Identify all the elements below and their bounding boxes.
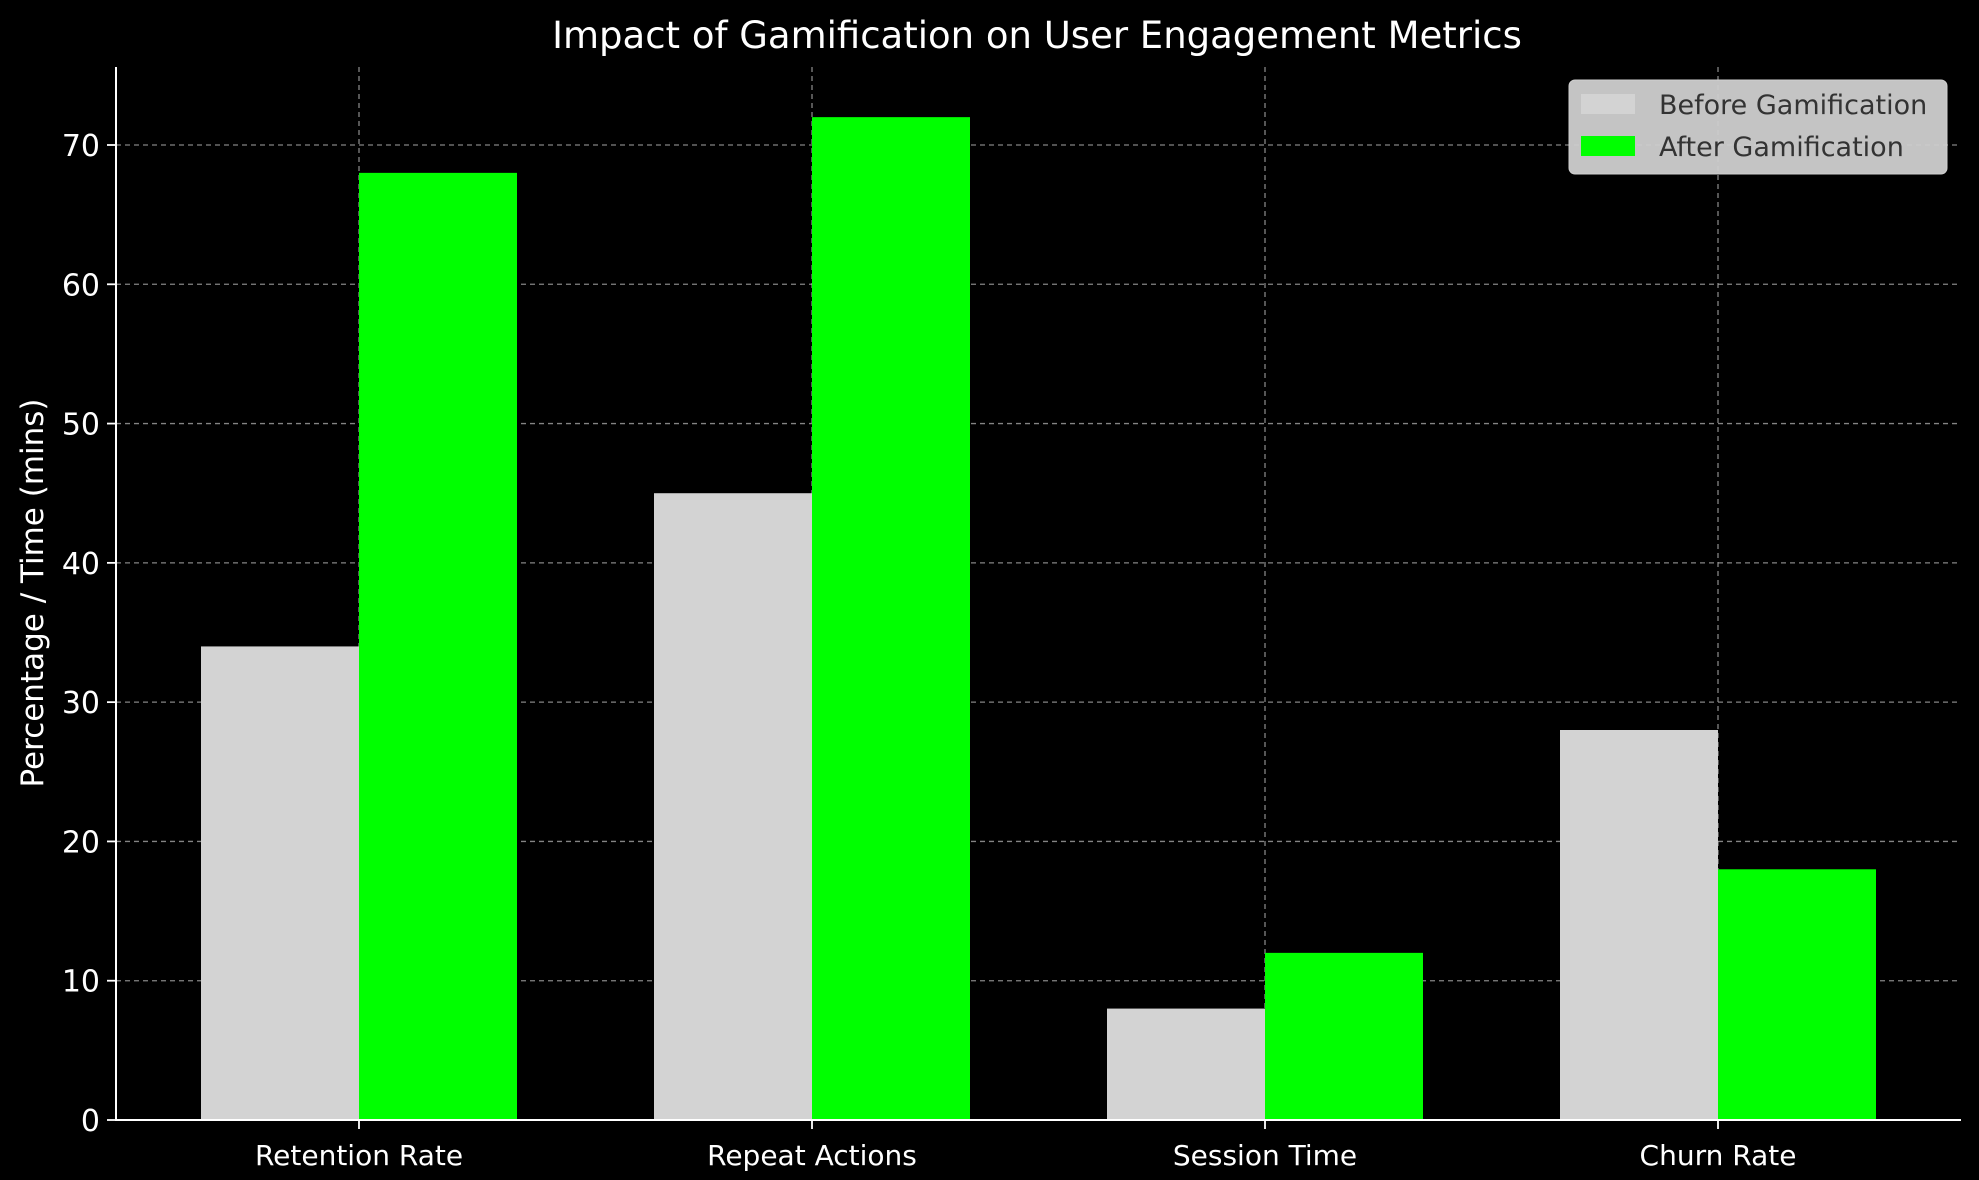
axes: 0 10 20 30 40 50 60 70 Retention Rate Repeat Acti… [62,67,1961,1172]
legend: Before Gamification After Gamification [1568,79,1948,175]
y-tick-label: 20 [62,825,100,860]
x-tick-label: Retention Rate [255,1139,463,1172]
y-tick-label: 40 [62,547,100,582]
y-tick-label: 70 [62,129,100,164]
x-tick-label: Session Time [1173,1139,1357,1172]
chart-title: Impact of Gamification on User Engagemen… [552,14,1522,57]
legend-box [1568,79,1948,175]
legend-label-after: After Gamification [1659,132,1904,163]
y-axis-label: Percentage / Time (mins) [15,398,51,787]
y-tick-label: 60 [62,268,100,303]
bar-after-2 [1265,952,1423,1120]
legend-swatch-after [1581,136,1635,156]
legend-swatch-before [1581,94,1635,114]
bar-after-3 [1718,869,1876,1120]
x-tick-label: Churn Rate [1640,1139,1797,1172]
bar-after-0 [359,172,517,1120]
y-tick-label: 10 [62,965,100,1000]
y-tick-label: 0 [81,1104,100,1139]
bar-before-2 [1107,1008,1265,1120]
legend-label-before: Before Gamification [1659,90,1927,121]
bar-before-3 [1560,730,1718,1120]
y-tick-label: 30 [62,686,100,721]
bar-before-0 [201,646,359,1120]
bars [201,117,1876,1120]
bar-after-1 [812,117,970,1120]
y-tick-label: 50 [62,408,100,443]
bar-before-1 [654,493,812,1120]
x-tick-label: Repeat Actions [707,1139,917,1172]
